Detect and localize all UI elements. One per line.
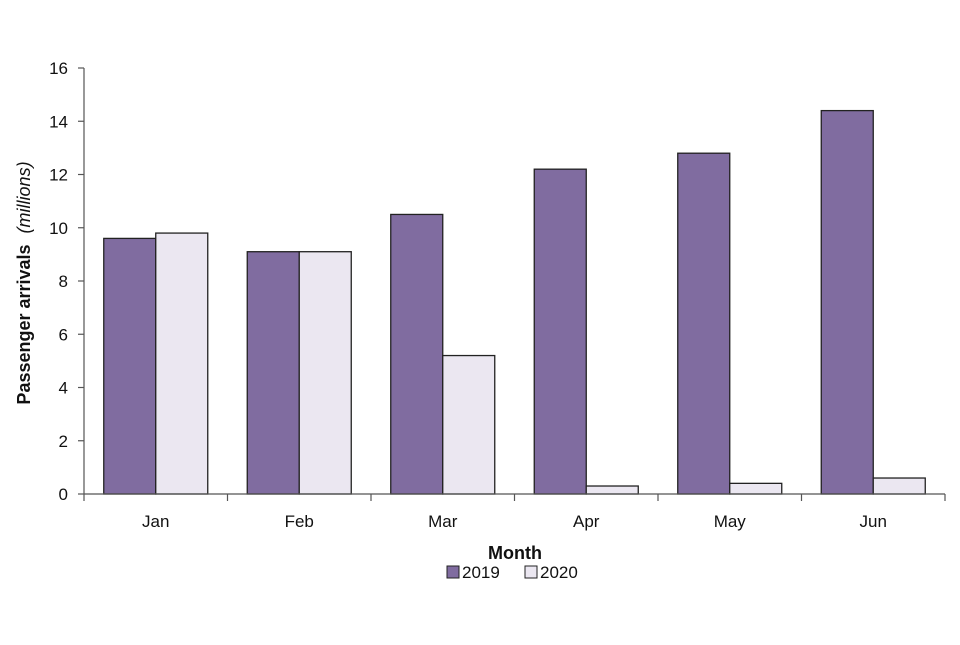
y-tick-label: 2 bbox=[59, 432, 68, 451]
y-axis: 0 2 4 6 8 10 12 14 16 bbox=[49, 59, 85, 504]
x-tick-label: May bbox=[714, 512, 747, 531]
x-tick-label: Feb bbox=[285, 512, 314, 531]
bar-2019-jan bbox=[103, 237, 157, 495]
bars bbox=[103, 109, 926, 495]
y-tick-label: 14 bbox=[49, 112, 68, 131]
y-tick-label: 8 bbox=[59, 272, 68, 291]
y-tick-label: 0 bbox=[59, 485, 68, 504]
y-tick-label: 12 bbox=[49, 166, 68, 185]
y-axis-title-unit: (millions) bbox=[14, 161, 34, 233]
x-axis: Jan Feb Mar Apr May Jun bbox=[83, 493, 946, 531]
y-tick-label: 6 bbox=[59, 325, 68, 344]
x-tick-label: Mar bbox=[428, 512, 458, 531]
bar-2020-feb bbox=[298, 251, 352, 495]
legend-label: 2019 bbox=[462, 563, 500, 582]
x-tick-label: Apr bbox=[573, 512, 600, 531]
bar-2019-feb bbox=[246, 251, 300, 495]
legend-item-2020: 2020 bbox=[524, 563, 578, 582]
bar-2019-jun bbox=[820, 109, 874, 495]
y-axis-title-main: Passenger arrivals bbox=[14, 244, 34, 404]
bar-2019-apr bbox=[533, 168, 587, 495]
y-tick-label: 16 bbox=[49, 59, 68, 78]
bar-2020-mar bbox=[442, 354, 496, 495]
x-axis-title: Month bbox=[488, 543, 542, 563]
legend: 2019 2020 bbox=[446, 563, 578, 582]
legend-item-2019: 2019 bbox=[446, 563, 500, 582]
legend-swatch bbox=[446, 565, 460, 579]
bar-2019-may bbox=[677, 152, 731, 495]
bar-2019-mar bbox=[390, 213, 444, 495]
x-tick-label: Jun bbox=[860, 512, 887, 531]
y-tick-label: 4 bbox=[59, 379, 68, 398]
bar-2020-jun bbox=[872, 477, 926, 495]
y-tick-label: 10 bbox=[49, 219, 68, 238]
bar-2020-may bbox=[729, 482, 783, 495]
legend-label: 2020 bbox=[540, 563, 578, 582]
y-axis-title: Passenger arrivals (millions) bbox=[14, 161, 34, 404]
legend-swatch bbox=[524, 565, 538, 579]
x-tick-label: Jan bbox=[142, 512, 169, 531]
bar-2020-apr bbox=[585, 485, 639, 495]
bar-2020-jan bbox=[155, 232, 209, 495]
